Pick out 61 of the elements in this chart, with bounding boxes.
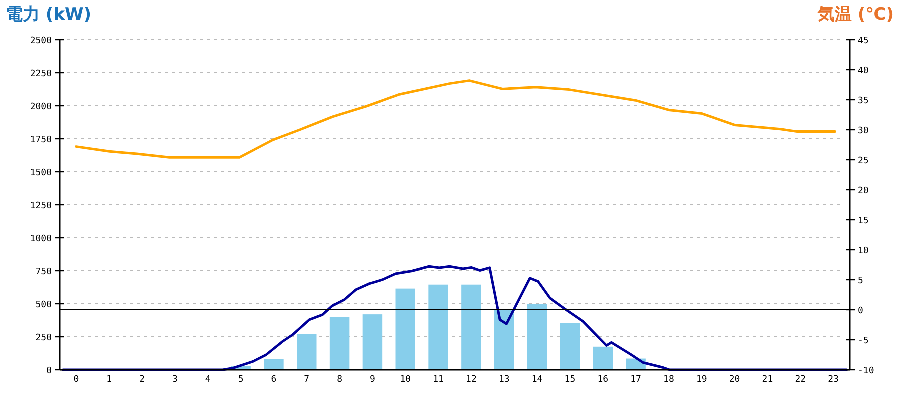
bar	[462, 284, 482, 370]
x-tick-label: 5	[238, 375, 244, 385]
y2-tick-label: -10	[858, 366, 874, 376]
y-tick-label: 2000	[30, 102, 52, 112]
bar	[593, 346, 613, 370]
bar	[297, 334, 317, 370]
x-tick-label: 16	[598, 375, 609, 385]
y-tick-label: 2250	[30, 70, 52, 80]
x-tick-label: 9	[370, 375, 376, 385]
y-tick-label: 1750	[30, 136, 52, 146]
y-tick-label: 250	[36, 334, 52, 344]
y2-tick-label: 40	[858, 66, 869, 76]
y2-tick-label: 5	[858, 276, 864, 286]
y2-tick-label: 30	[858, 126, 869, 136]
y-tick-label: 2500	[30, 36, 52, 46]
y2-tick-label: 35	[858, 96, 869, 106]
bar	[362, 314, 383, 370]
x-tick-label: 2	[140, 375, 146, 385]
x-tick-label: 21	[762, 375, 774, 385]
y-tick-label: 750	[36, 268, 52, 278]
bar	[264, 359, 284, 370]
bar	[560, 323, 580, 370]
x-tick-label: 11	[433, 375, 444, 385]
y2-tick-label: 15	[858, 216, 869, 226]
y-tick-label: 1500	[30, 168, 52, 178]
y2-axis-title: 気温 (℃)	[816, 5, 894, 25]
y-tick-label: 1250	[30, 202, 52, 212]
bar	[396, 288, 416, 370]
y2-tick-label: 20	[858, 186, 869, 196]
x-tick-label: 15	[564, 375, 576, 385]
x-tick-label: 20	[729, 375, 740, 385]
y2-tick-label: 45	[858, 36, 869, 46]
bar	[527, 304, 548, 370]
x-tick-label: 13	[498, 375, 510, 385]
x-tick-label: 4	[205, 375, 211, 385]
y2-tick-label: -5	[858, 336, 869, 346]
x-tick-label: 3	[172, 375, 178, 385]
y-axis-title: 電力 (kW)	[6, 5, 92, 25]
x-tick-label: 7	[304, 375, 310, 385]
bar	[330, 317, 350, 370]
x-tick-label: 14	[532, 375, 543, 385]
x-tick-label: 10	[400, 375, 412, 385]
y-tick-label: 1000	[30, 234, 52, 244]
y-tick-label: 0	[46, 366, 52, 376]
x-tick-label: 19	[696, 375, 708, 385]
x-tick-label: 18	[664, 375, 674, 385]
bar	[494, 309, 514, 370]
bar	[428, 284, 448, 370]
x-tick-label: 17	[630, 375, 642, 385]
y2-tick-label: 25	[858, 156, 869, 166]
y2-tick-label: 0	[858, 306, 864, 316]
x-tick-label: 22	[795, 375, 806, 385]
x-tick-label: 6	[271, 375, 277, 385]
y2-tick-label: 10	[858, 246, 869, 256]
x-tick-label: 8	[337, 375, 343, 385]
x-tick-label: 1	[106, 375, 112, 385]
y-tick-label: 500	[36, 300, 52, 310]
line-series	[75, 80, 836, 159]
x-tick-label: 0	[74, 375, 80, 385]
x-tick-label: 23	[828, 375, 839, 385]
x-tick-label: 12	[466, 375, 477, 385]
